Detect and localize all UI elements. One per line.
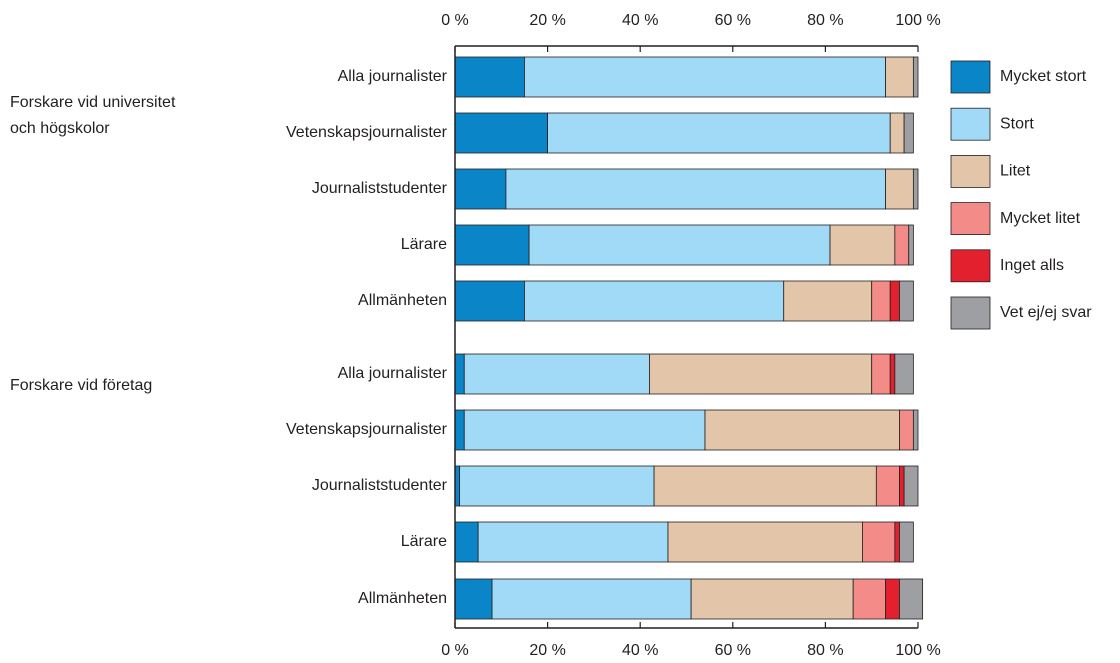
category-label: Allmänheten — [358, 590, 447, 607]
bar-segment — [528, 224, 831, 266]
bar-segment — [649, 353, 873, 395]
bar-segment — [454, 56, 525, 98]
legend-swatch — [950, 107, 991, 141]
bar-segment — [889, 112, 905, 154]
bar-segment — [454, 280, 525, 322]
legend-swatch — [950, 296, 991, 330]
category-label: Lärare — [401, 533, 447, 550]
bar-segment — [885, 578, 900, 620]
x-tick-label: 60 % — [715, 12, 751, 29]
category-label: Journaliststudenter — [312, 477, 448, 494]
legend-swatch — [950, 202, 991, 236]
bar-segment — [459, 465, 655, 507]
x-tick-label: 0 % — [441, 12, 469, 29]
bar-segment — [871, 353, 891, 395]
group-label: Forskare vid universitet — [10, 94, 176, 111]
x-tick-label: 100 % — [895, 642, 940, 659]
bar-segment — [491, 578, 692, 620]
legend-swatch — [950, 249, 991, 283]
bar-segment — [454, 353, 465, 395]
category-label: Vetenskapsjournalister — [286, 421, 448, 438]
category-label: Allmänheten — [358, 292, 447, 309]
category-label: Journaliststudenter — [312, 180, 448, 197]
bar-segment — [690, 578, 854, 620]
bar-segment — [524, 280, 785, 322]
legend-label: Mycket stort — [1000, 68, 1087, 85]
x-tick-label: 100 % — [895, 12, 940, 29]
bar-segment — [885, 56, 914, 98]
bar-segment — [875, 465, 900, 507]
bar-segment — [667, 521, 863, 563]
bar-segment — [454, 112, 548, 154]
bar-segment — [829, 224, 896, 266]
legend-swatch — [950, 154, 991, 188]
bar-segment — [899, 280, 914, 322]
bar-segment — [899, 409, 914, 451]
legend-label: Vet ej/ej svar — [1000, 304, 1092, 321]
bar-segment — [783, 280, 873, 322]
category-label: Lärare — [401, 236, 447, 253]
bar-segment — [852, 578, 886, 620]
bar-segment — [454, 224, 530, 266]
x-tick-label: 40 % — [622, 12, 658, 29]
bar-segment — [704, 409, 900, 451]
bar-segment — [653, 465, 877, 507]
bar-segment — [524, 56, 886, 98]
category-label: Vetenskapsjournalister — [286, 124, 448, 141]
bar-segment — [505, 168, 886, 210]
bar-segment — [454, 521, 479, 563]
x-tick-label: 40 % — [622, 642, 658, 659]
legend-label: Mycket litet — [1000, 210, 1081, 227]
category-label: Alla journalister — [338, 365, 448, 382]
bar-segment — [889, 353, 896, 395]
bar-segment — [894, 521, 900, 563]
bar-segment — [463, 409, 706, 451]
bar-segment — [903, 465, 919, 507]
legend-label: Inget alls — [1000, 257, 1064, 274]
bar-segment — [899, 521, 914, 563]
bar-segment — [547, 112, 891, 154]
bar-segment — [889, 280, 900, 322]
bar-segment — [454, 168, 507, 210]
category-label: Alla journalister — [338, 68, 448, 85]
bar-segment — [899, 465, 905, 507]
bar-segment — [912, 56, 919, 98]
legend-swatch — [950, 60, 991, 94]
bar-segment — [871, 280, 891, 322]
bar-segment — [885, 168, 914, 210]
x-tick-label: 80 % — [807, 642, 843, 659]
bar-segment — [912, 409, 919, 451]
group-label: och högskolor — [10, 120, 110, 137]
legend-label: Stort — [1000, 115, 1034, 132]
bar-segment — [454, 409, 465, 451]
x-tick-label: 80 % — [807, 12, 843, 29]
bar-segment — [463, 353, 650, 395]
group-label: Forskare vid företag — [10, 377, 152, 394]
bar-segment — [862, 521, 896, 563]
bar-segment — [454, 578, 493, 620]
x-tick-label: 60 % — [715, 642, 751, 659]
bar-segment — [899, 578, 924, 620]
bar-segment — [903, 112, 914, 154]
x-tick-label: 0 % — [441, 642, 469, 659]
bar-segment — [477, 521, 669, 563]
bar-segment — [894, 224, 910, 266]
bar-segment — [912, 168, 919, 210]
x-tick-label: 20 % — [529, 12, 565, 29]
legend-label: Litet — [1000, 163, 1031, 180]
bar-segment — [908, 224, 914, 266]
x-tick-label: 20 % — [529, 642, 565, 659]
bar-segment — [894, 353, 914, 395]
